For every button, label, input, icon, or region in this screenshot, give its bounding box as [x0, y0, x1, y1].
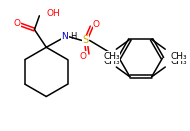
Text: CH₃: CH₃ [103, 57, 120, 66]
Text: H: H [70, 32, 76, 41]
Text: OH: OH [46, 9, 60, 18]
Text: O: O [13, 19, 20, 28]
Text: O: O [93, 20, 100, 29]
Text: N: N [62, 32, 68, 41]
Text: CH₃: CH₃ [170, 57, 187, 66]
Text: S: S [83, 35, 89, 45]
Text: CH₃: CH₃ [103, 52, 120, 61]
Text: CH₃: CH₃ [170, 52, 187, 61]
Text: O: O [79, 52, 86, 61]
